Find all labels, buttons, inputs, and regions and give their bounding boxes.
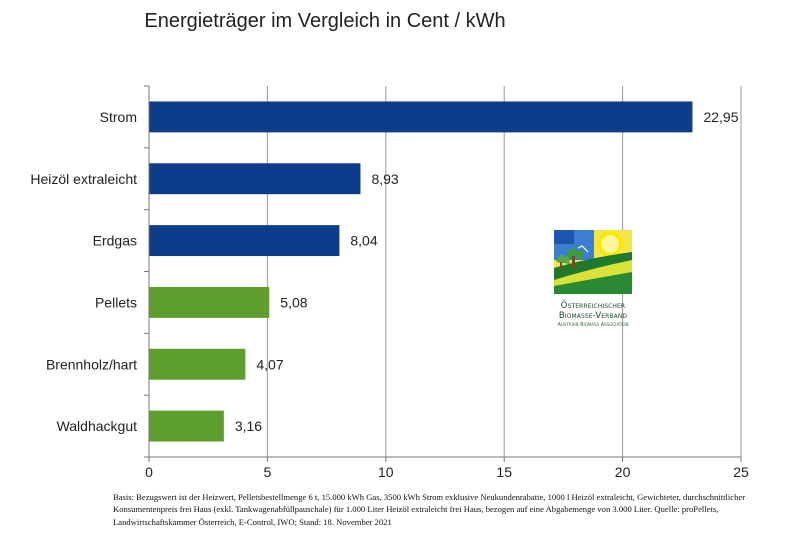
x-tick-label: 10 <box>378 464 394 480</box>
x-tick-label: 0 <box>145 464 153 480</box>
x-tick-label: 15 <box>496 464 512 480</box>
logo-text-line3: Austrian Biomass Association <box>557 322 629 328</box>
category-label: Brennholz/hart <box>46 356 137 372</box>
bar <box>149 163 361 195</box>
sun-field-icon <box>554 230 632 294</box>
category-label: Strom <box>100 109 137 125</box>
value-label: 8,04 <box>350 233 377 249</box>
bar-chart: 0 5 10 15 20 25 Strom 22,95 Heizöl extraleicht 8,… <box>30 85 749 480</box>
logo-text-line1: Österreichischer <box>560 301 626 311</box>
bar <box>149 101 693 133</box>
value-label: 5,08 <box>280 294 307 310</box>
bar <box>149 410 224 442</box>
bar <box>149 348 246 380</box>
value-label: 4,07 <box>256 356 283 372</box>
value-label: 8,93 <box>371 171 398 187</box>
value-label: 3,16 <box>235 418 262 434</box>
bar <box>149 225 340 257</box>
category-label: Heizöl extraleicht <box>30 171 137 187</box>
x-tick-label: 20 <box>615 464 631 480</box>
logo-text-line2: Biomasse-Verband <box>558 311 628 321</box>
source-footnote: Basis: Bezugswert ist der Heizwert, Pell… <box>113 492 746 527</box>
chart-title: Energieträger im Vergleich in Cent / kWh <box>144 10 506 32</box>
category-label: Erdgas <box>93 233 137 249</box>
x-tick-label: 25 <box>733 464 749 480</box>
value-label: 22,95 <box>703 109 738 125</box>
x-tick-label: 5 <box>264 464 272 480</box>
bar <box>149 286 270 318</box>
category-label: Pellets <box>95 294 137 310</box>
biomasse-verband-logo: Österreichischer Biomasse-Verband Austri… <box>548 228 638 336</box>
category-label: Waldhackgut <box>57 418 138 434</box>
